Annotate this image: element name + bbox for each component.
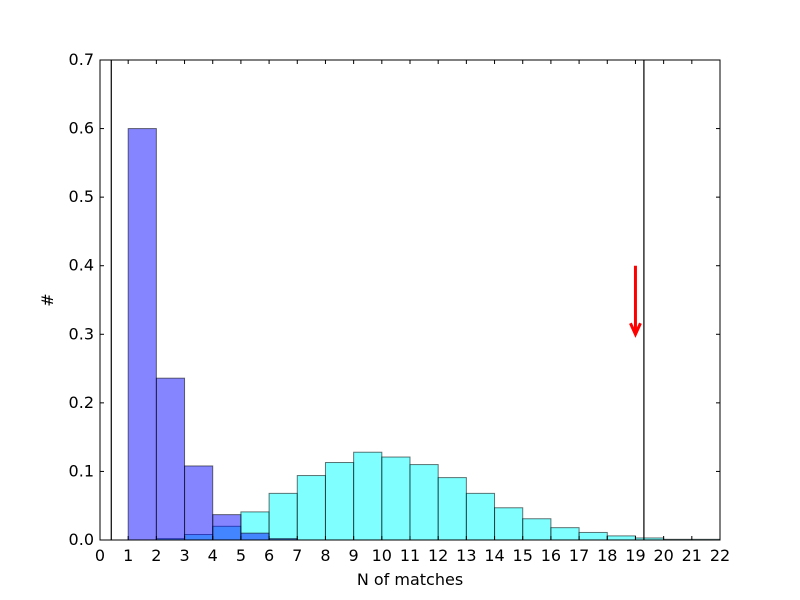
x-tick-label: 21 bbox=[682, 546, 702, 565]
x-tick-label: 5 bbox=[236, 546, 246, 565]
x-tick-label: 7 bbox=[292, 546, 302, 565]
y-tick-label: 0.4 bbox=[69, 256, 94, 275]
x-tick-label: 2 bbox=[151, 546, 161, 565]
bar-series1-bin1 bbox=[155, 377, 186, 541]
ticks-layer: 0 1 2 3 4 5 6 7 8 9 10 11 12 13 14 15 16 17 18 19 20 21 220.00… bbox=[69, 50, 731, 565]
x-tick-label: 20 bbox=[653, 546, 673, 565]
x-tick-label: 8 bbox=[320, 546, 330, 565]
y-tick-label: 0.2 bbox=[69, 393, 94, 412]
x-tick-label: 3 bbox=[179, 546, 189, 565]
bar-series0-bin7 bbox=[353, 451, 383, 541]
bar-series0-bin6 bbox=[324, 462, 355, 541]
bar-series0-bin11 bbox=[465, 492, 496, 541]
x-tick-label: 6 bbox=[264, 546, 274, 565]
bar-series0-bin5 bbox=[296, 475, 326, 541]
bar-series0-bin9 bbox=[409, 464, 439, 541]
bar-series0-bin13 bbox=[522, 518, 552, 541]
bar-series0-bin15 bbox=[578, 531, 608, 541]
x-tick-label: 18 bbox=[597, 546, 617, 565]
x-tick-label: 1 bbox=[123, 546, 133, 565]
x-tick-label: 4 bbox=[208, 546, 218, 565]
bar-series0-bin10 bbox=[437, 477, 467, 541]
bar-series0-bin16 bbox=[606, 535, 636, 541]
x-tick-label: 9 bbox=[349, 546, 359, 565]
x-tick-label: 15 bbox=[513, 546, 533, 565]
annotation-arrow bbox=[629, 265, 642, 338]
x-tick-label: 19 bbox=[625, 546, 645, 565]
y-tick-label: 0.6 bbox=[69, 119, 94, 138]
x-tick-label: 10 bbox=[372, 546, 392, 565]
y-tick-label: 0.5 bbox=[69, 187, 94, 206]
bar-series1-bin3 bbox=[212, 514, 242, 541]
x-tick-label: 13 bbox=[456, 546, 476, 565]
x-axis-label: N of matches bbox=[357, 570, 463, 589]
x-tick-label: 22 bbox=[710, 546, 730, 565]
y-tick-label: 0.3 bbox=[69, 324, 94, 343]
bar-series1-bin0 bbox=[127, 128, 157, 541]
x-tick-label: 17 bbox=[569, 546, 589, 565]
bar-series0-bin8 bbox=[381, 456, 411, 541]
bar-series1-bin4 bbox=[240, 532, 270, 541]
arrow-head bbox=[629, 322, 642, 338]
x-tick-label: 12 bbox=[428, 546, 448, 565]
y-tick-label: 0.7 bbox=[69, 50, 94, 69]
x-tick-label: 16 bbox=[541, 546, 561, 565]
vertical-lines-layer bbox=[110, 60, 645, 540]
x-tick-label: 11 bbox=[400, 546, 420, 565]
bars-layer bbox=[127, 128, 721, 541]
bar-series1-bin2 bbox=[184, 465, 214, 541]
x-tick-label: 14 bbox=[484, 546, 504, 565]
bar-series0-bin4 bbox=[268, 492, 298, 541]
bar-series0-bin14 bbox=[550, 527, 580, 541]
y-tick-label: 0.0 bbox=[69, 530, 94, 549]
bar-series0-bin12 bbox=[494, 507, 524, 541]
y-axis-label: # bbox=[38, 293, 57, 306]
y-tick-label: 0.1 bbox=[69, 461, 94, 480]
x-tick-label: 0 bbox=[95, 546, 105, 565]
